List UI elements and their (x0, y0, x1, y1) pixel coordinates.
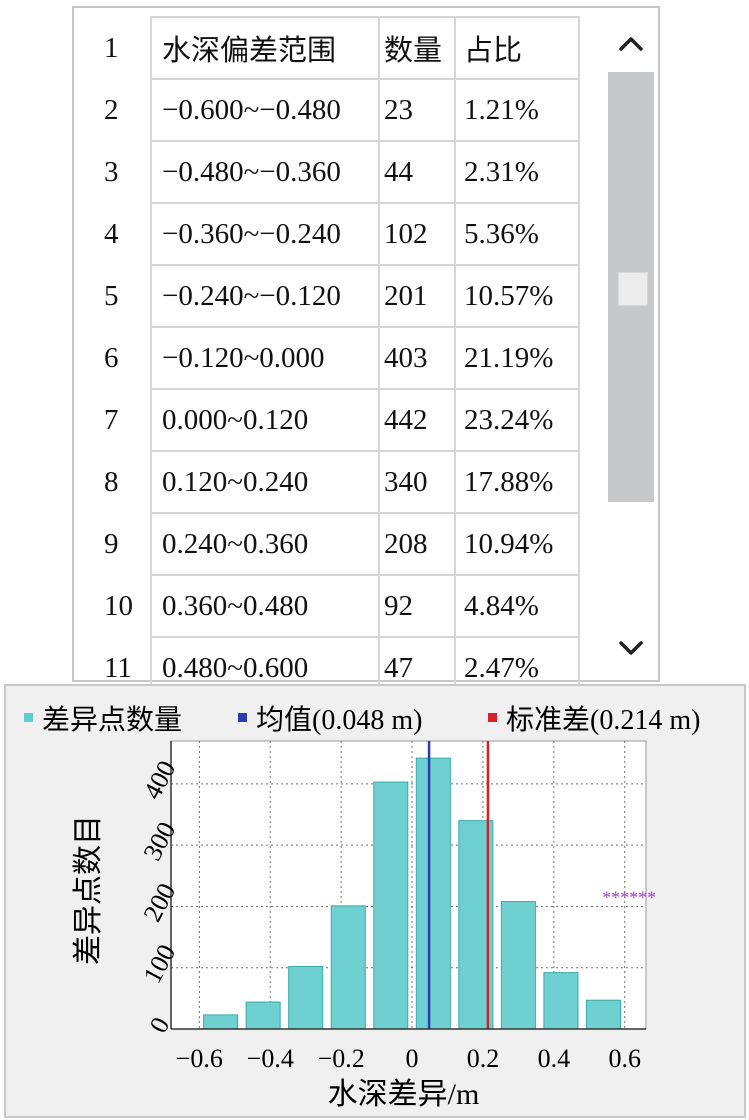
table-row[interactable]: 11 0.480~0.600 47 2.47% (95, 636, 580, 700)
legend-label: 标准差(0.214 m) (506, 704, 700, 736)
range-cell: −0.360~−0.240 (150, 202, 380, 266)
count-cell: 44 (378, 140, 456, 204)
range-cell: −0.600~−0.480 (150, 78, 380, 142)
range-cell: 0.120~0.240 (150, 450, 380, 514)
table-row[interactable]: 6 −0.120~0.000 403 21.19% (95, 326, 580, 390)
chart-legend: 差异点数量 均值(0.048 m) 标准差(0.214 m) (24, 704, 700, 736)
x-axis-label: 水深差异/m (328, 1078, 480, 1111)
count-cell: 442 (378, 388, 456, 452)
range-cell: −0.120~0.000 (150, 326, 380, 390)
percent-cell: 2.31% (454, 140, 580, 204)
row-index: 6 (95, 327, 152, 389)
x-tick-label: −0.2 (318, 1044, 365, 1073)
count-cell: 208 (378, 512, 456, 576)
chevron-down-icon (619, 641, 643, 655)
header-count: 数量 (378, 16, 456, 80)
x-tick-label: −0.6 (176, 1044, 223, 1073)
x-tick-label: −0.4 (247, 1044, 294, 1073)
statistics-table: 1 水深偏差范围 数量 占比 2 −0.600~−0.480 23 1.21% 3 −0.… (94, 16, 580, 700)
row-index: 9 (95, 513, 152, 575)
table-row[interactable]: 4 −0.360~−0.240 102 5.36% (95, 202, 580, 266)
scroll-up-button[interactable] (608, 16, 654, 72)
row-index: 7 (95, 389, 152, 451)
scrollbar-thumb[interactable] (618, 272, 648, 306)
count-cell: 340 (378, 450, 456, 514)
x-tick-label: 0.6 (608, 1044, 641, 1073)
table-row[interactable]: 10 0.360~0.480 92 4.84% (95, 574, 580, 638)
percent-cell: 4.84% (454, 574, 580, 638)
table-row[interactable]: 5 −0.240~−0.120 201 10.57% (95, 264, 580, 328)
range-cell: 0.360~0.480 (150, 574, 380, 638)
row-index: 10 (95, 575, 152, 637)
count-cell: 23 (378, 78, 456, 142)
histogram-bar (245, 1001, 281, 1030)
histogram-chart: 差异点数量 均值(0.048 m) 标准差(0.214 m) −0.6 −0.4 −0.… (24, 704, 700, 1111)
histogram-bar (585, 999, 621, 1030)
legend-swatch (24, 713, 33, 722)
row-index: 3 (95, 141, 152, 203)
row-index: 5 (95, 265, 152, 327)
header-range: 水深偏差范围 (150, 16, 380, 80)
scroll-down-button[interactable] (608, 620, 654, 676)
histogram-bar (373, 781, 409, 1030)
range-cell: 0.000~0.120 (150, 388, 380, 452)
table-row[interactable]: 3 −0.480~−0.360 44 2.31% (95, 140, 580, 204)
percent-cell: 17.88% (454, 450, 580, 514)
header-percent: 占比 (454, 16, 580, 80)
legend-swatch (238, 713, 247, 722)
table-row[interactable]: 2 −0.600~−0.480 23 1.21% (95, 78, 580, 142)
axes (170, 741, 646, 1030)
table-header-row: 1 水深偏差范围 数量 占比 (95, 16, 580, 80)
x-tick-label: 0.4 (538, 1044, 571, 1073)
chevron-up-icon (619, 37, 643, 51)
range-cell: −0.480~−0.360 (150, 140, 380, 204)
histogram-bar (330, 905, 366, 1030)
histogram-bar (543, 972, 579, 1030)
table-row[interactable]: 8 0.120~0.240 340 17.88% (95, 450, 580, 514)
chart-annotation: ****** (602, 887, 656, 907)
x-tick-label: 0 (406, 1044, 419, 1073)
histogram-bar (288, 965, 324, 1030)
range-statistics-panel: 1 水深偏差范围 数量 占比 2 −0.600~−0.480 23 1.21% 3 −0.… (72, 6, 660, 700)
legend-swatch (488, 713, 497, 722)
percent-cell: 10.94% (454, 512, 580, 576)
histogram-panel: 差异点数量 均值(0.048 m) 标准差(0.214 m) −0.6 −0.4 −0.… (4, 684, 746, 1118)
percent-cell: 21.19% (454, 326, 580, 390)
histogram-bar (203, 1014, 239, 1030)
legend-label: 差异点数量 (42, 704, 182, 736)
count-cell: 403 (378, 326, 456, 390)
histogram-bar (500, 901, 536, 1030)
row-index: 1 (95, 17, 152, 79)
table-row[interactable]: 9 0.240~0.360 208 10.94% (95, 512, 580, 576)
count-cell: 201 (378, 264, 456, 328)
percent-cell: 1.21% (454, 78, 580, 142)
vertical-scrollbar[interactable] (608, 16, 654, 676)
table-row[interactable]: 7 0.000~0.120 442 23.24% (95, 388, 580, 452)
row-index: 4 (95, 203, 152, 265)
y-axis-label: 差异点数目 (72, 815, 105, 965)
range-cell: −0.240~−0.120 (150, 264, 380, 328)
row-index: 2 (95, 79, 152, 141)
percent-cell: 10.57% (454, 264, 580, 328)
histogram-bars (203, 757, 621, 1030)
scrollbar-track[interactable] (608, 72, 654, 502)
x-tick-label: 0.2 (467, 1044, 500, 1073)
percent-cell: 5.36% (454, 202, 580, 266)
count-cell: 92 (378, 574, 456, 638)
row-index: 8 (95, 451, 152, 513)
reference-lines (427, 741, 490, 1029)
count-cell: 102 (378, 202, 456, 266)
legend-label: 均值(0.048 m) (256, 704, 422, 736)
percent-cell: 23.24% (454, 388, 580, 452)
range-cell: 0.240~0.360 (150, 512, 380, 576)
histogram-bar (415, 757, 451, 1030)
